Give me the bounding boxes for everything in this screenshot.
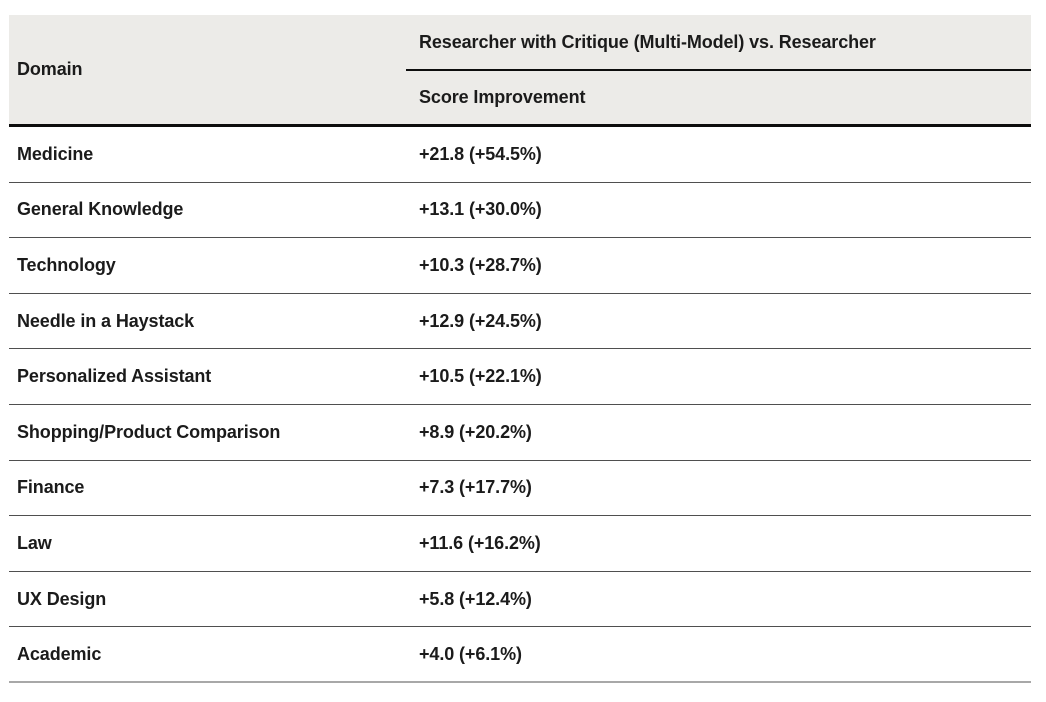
table-row: Medicine +21.8 (+54.5%) — [9, 127, 1031, 183]
table-row: General Knowledge +13.1 (+30.0%) — [9, 183, 1031, 239]
domain-cell: Shopping/Product Comparison — [17, 421, 281, 442]
domain-cell: Personalized Assistant — [17, 366, 212, 387]
domain-cell: Needle in a Haystack — [17, 310, 195, 331]
table-row: Academic +4.0 (+6.1%) — [9, 627, 1031, 683]
domain-cell: Medicine — [17, 143, 94, 164]
table-row: Shopping/Product Comparison +8.9 (+20.2%) — [9, 405, 1031, 461]
score-improvement-cell: +13.1 (+30.0%) — [419, 199, 542, 220]
comparison-table: Domain Researcher with Critique (Multi-M… — [9, 15, 1031, 683]
score-improvement-cell: +11.6 (+16.2%) — [419, 532, 541, 553]
table-row: Technology +10.3 (+28.7%) — [9, 238, 1031, 294]
table-row: UX Design +5.8 (+12.4%) — [9, 572, 1031, 628]
domain-cell: Academic — [17, 643, 102, 664]
table-header: Domain Researcher with Critique (Multi-M… — [9, 15, 1031, 127]
table-body: Medicine +21.8 (+54.5%) General Knowledge +… — [9, 127, 1031, 683]
column-header-domain: Domain — [17, 59, 83, 79]
table-row: Personalized Assistant +10.5 (+22.1%) — [9, 349, 1031, 405]
column-header-right-group: Researcher with Critique (Multi-Model) v… — [406, 15, 1031, 124]
table-row: Finance +7.3 (+17.7%) — [9, 461, 1031, 517]
score-improvement-cell: +7.3 (+17.7%) — [419, 477, 532, 498]
table-row: Law +11.6 (+16.2%) — [9, 516, 1031, 572]
domain-cell: Law — [17, 532, 52, 553]
domain-cell: Finance — [17, 477, 85, 498]
domain-cell: Technology — [17, 254, 116, 275]
domain-cell: UX Design — [17, 588, 107, 609]
score-improvement-cell: +10.5 (+22.1%) — [419, 366, 542, 387]
score-improvement-cell: +5.8 (+12.4%) — [419, 588, 532, 609]
score-improvement-cell: +21.8 (+54.5%) — [419, 143, 542, 164]
score-improvement-cell: +12.9 (+24.5%) — [419, 310, 542, 331]
score-improvement-cell: +4.0 (+6.1%) — [419, 643, 522, 664]
score-improvement-cell: +10.3 (+28.7%) — [419, 254, 542, 275]
column-group-header-researcher-comparison: Researcher with Critique (Multi-Model) v… — [406, 15, 1031, 71]
column-header-score-improvement: Score Improvement — [419, 87, 586, 107]
score-improvement-cell: +8.9 (+20.2%) — [419, 421, 532, 442]
table-row: Needle in a Haystack +12.9 (+24.5%) — [9, 294, 1031, 350]
domain-cell: General Knowledge — [17, 199, 184, 220]
